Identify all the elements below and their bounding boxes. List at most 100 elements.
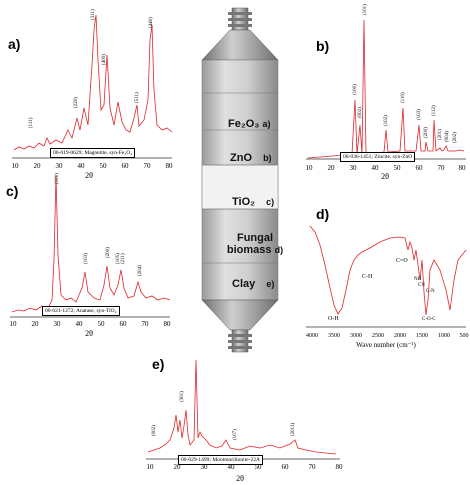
panel-a-trace bbox=[13, 14, 173, 151]
band-d-nh: NH bbox=[414, 277, 422, 282]
layer-clay-label: Clay e) bbox=[232, 278, 275, 290]
svg-text:70: 70 bbox=[309, 463, 317, 471]
peak-b-112: (112) bbox=[432, 105, 437, 116]
layer-tio2-label: TiO₂ c) bbox=[232, 196, 275, 208]
panel-a-ref: 00-019-0629; Magnetite, syn-Fe₃O₄ bbox=[50, 148, 136, 158]
svg-text:20: 20 bbox=[174, 463, 182, 471]
svg-text:10: 10 bbox=[10, 320, 18, 328]
peak-b-004: (004) bbox=[445, 131, 450, 142]
panel-b-ref: 00-036-1451; Zincite, syn-ZnO bbox=[340, 152, 416, 162]
peak-a-220: (220) bbox=[74, 97, 79, 108]
panel-d-xlabel: Wave number (cm⁻¹) bbox=[356, 341, 416, 349]
svg-text:70: 70 bbox=[142, 320, 150, 328]
peak-c-105: (105) bbox=[116, 253, 121, 264]
column-bottom-connector bbox=[228, 329, 252, 353]
peak-b-201: (201) bbox=[438, 129, 443, 140]
peak-b-100: (100) bbox=[353, 84, 358, 95]
peak-b-103: (103) bbox=[417, 109, 422, 120]
peak-e-2011: (2011) bbox=[291, 423, 296, 436]
panel-e-letter: e) bbox=[152, 356, 165, 372]
svg-text:40: 40 bbox=[228, 463, 236, 471]
band-d-c-n: C-N bbox=[426, 289, 435, 294]
svg-text:1500: 1500 bbox=[416, 333, 428, 339]
svg-text:10: 10 bbox=[12, 162, 20, 170]
filter-column bbox=[201, 7, 279, 353]
svg-text:80: 80 bbox=[166, 162, 174, 170]
peak-b-002: (002) bbox=[358, 107, 363, 118]
peak-a-311: (311) bbox=[91, 9, 96, 20]
svg-text:60: 60 bbox=[282, 463, 290, 471]
peak-a-440: (440) bbox=[149, 17, 154, 28]
panel-e-ticks: 10 20 30 40 50 60 70 80 bbox=[147, 463, 344, 471]
svg-text:80: 80 bbox=[459, 164, 467, 172]
panel-a-ticks: 10 20 30 40 50 60 70 80 bbox=[12, 162, 174, 170]
svg-text:50: 50 bbox=[100, 162, 108, 170]
panel-d-trace bbox=[309, 225, 467, 316]
peak-c-211: (211) bbox=[121, 253, 126, 264]
band-d-cn: CN bbox=[418, 283, 425, 288]
panel-c-xlabel: 2θ bbox=[85, 329, 93, 338]
peak-b-202: (202) bbox=[453, 132, 458, 143]
svg-text:40: 40 bbox=[78, 162, 86, 170]
svg-text:10: 10 bbox=[147, 463, 155, 471]
svg-text:20: 20 bbox=[34, 162, 42, 170]
panel-b-xlabel: 2θ bbox=[381, 172, 389, 181]
svg-text:20: 20 bbox=[328, 164, 336, 172]
peak-a-400: (400) bbox=[102, 54, 107, 65]
band-d-coc: C-O-C bbox=[422, 317, 436, 322]
svg-text:3000: 3000 bbox=[350, 333, 362, 339]
panel-b-plot: (100) (002) (101) (102) (110) (103) (200… bbox=[306, 4, 467, 181]
svg-text:30: 30 bbox=[350, 164, 358, 172]
svg-text:70: 70 bbox=[438, 164, 446, 172]
peak-b-101: (101) bbox=[363, 4, 368, 15]
panel-a-letter: a) bbox=[8, 36, 21, 52]
peak-b-102: (102) bbox=[384, 115, 389, 126]
svg-text:30: 30 bbox=[201, 463, 209, 471]
panel-b-trace bbox=[307, 19, 465, 159]
svg-text:500: 500 bbox=[460, 333, 469, 339]
layer-zno-label: ZnO b) bbox=[230, 152, 272, 164]
svg-text:4000: 4000 bbox=[306, 333, 318, 339]
svg-text:60: 60 bbox=[416, 164, 424, 172]
svg-text:2000: 2000 bbox=[394, 333, 406, 339]
svg-text:50: 50 bbox=[255, 463, 263, 471]
svg-text:40: 40 bbox=[372, 164, 380, 172]
svg-text:70: 70 bbox=[144, 162, 152, 170]
panel-e-xlabel: 2θ bbox=[236, 474, 244, 483]
peak-b-110: (110) bbox=[401, 92, 406, 103]
band-d-ch: C-H bbox=[362, 274, 373, 280]
panel-b-ticks: 10 20 30 40 50 60 70 80 bbox=[306, 164, 467, 172]
svg-text:60: 60 bbox=[120, 320, 128, 328]
peak-e-301: (301) bbox=[180, 391, 185, 402]
svg-text:2500: 2500 bbox=[372, 333, 384, 339]
peak-c-200: (200) bbox=[106, 247, 111, 258]
svg-text:50: 50 bbox=[98, 320, 106, 328]
peak-a-111: (111) bbox=[29, 117, 34, 128]
peak-e-107: (107) bbox=[233, 429, 238, 440]
svg-text:20: 20 bbox=[32, 320, 40, 328]
column-top-cone bbox=[201, 29, 279, 61]
panel-c-ticks: 10 20 30 40 50 60 70 80 bbox=[10, 320, 172, 328]
panel-e-trace bbox=[147, 359, 337, 455]
peak-a-511: (511) bbox=[135, 92, 140, 103]
layer-fe2o3-label: Fe₂O₃ a) bbox=[228, 118, 271, 130]
panel-a-plot: (111) (220) (311) (400) (511) (440) 10 2… bbox=[12, 9, 174, 180]
peak-b-200: (200) bbox=[424, 127, 429, 138]
panel-c-letter: c) bbox=[6, 183, 19, 199]
panel-d-plot: O-H C-H C=O NH CN C-N C-O-C 4000 3500 30… bbox=[306, 225, 469, 349]
peak-c-103: (103) bbox=[84, 253, 89, 264]
panel-b-letter: b) bbox=[316, 38, 330, 54]
peak-c-101: (101) bbox=[55, 173, 60, 184]
svg-text:30: 30 bbox=[54, 320, 62, 328]
column-top-connector bbox=[228, 7, 252, 31]
svg-text:30: 30 bbox=[56, 162, 64, 170]
column-band-tio2 bbox=[201, 164, 279, 210]
svg-text:1000: 1000 bbox=[438, 333, 450, 339]
panel-d-ticks: 4000 3500 3000 2500 2000 1500 1000 500 bbox=[306, 333, 469, 339]
panel-c-trace bbox=[11, 174, 171, 313]
band-d-co: C=O bbox=[396, 258, 408, 264]
panel-c-plot: (101) (103) (200) (105) (211) (204) 10 2… bbox=[10, 173, 172, 338]
svg-text:50: 50 bbox=[394, 164, 402, 172]
svg-text:40: 40 bbox=[76, 320, 84, 328]
svg-text:3500: 3500 bbox=[328, 333, 340, 339]
